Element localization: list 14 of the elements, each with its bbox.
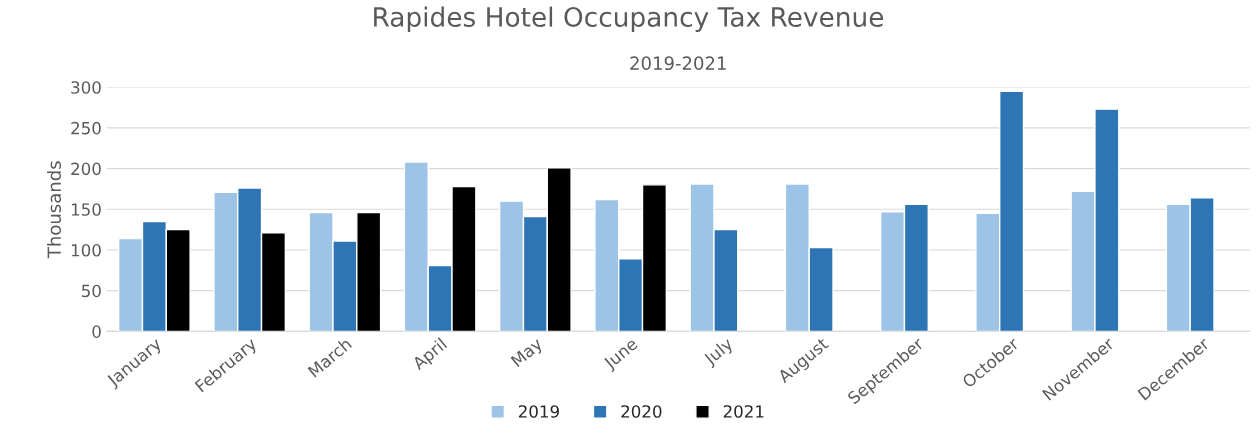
y-tick-label: 250 bbox=[71, 121, 101, 135]
x-tick-label: May bbox=[510, 336, 546, 370]
y-tick-label: 300 bbox=[71, 81, 101, 94]
legend-label: 2019 bbox=[518, 405, 559, 418]
chart-subtitle: 2019-2021 bbox=[630, 56, 726, 71]
y-tick-label: 100 bbox=[71, 243, 101, 257]
y-tick-label: 50 bbox=[81, 284, 101, 298]
y-axis-title: Thousands bbox=[47, 161, 62, 259]
y-tick-label: 0 bbox=[92, 325, 101, 338]
legend-label: 2020 bbox=[621, 405, 662, 418]
y-tick-label: 150 bbox=[71, 203, 101, 216]
chart-title: Rapides Hotel Occupancy Tax Revenue bbox=[374, 6, 884, 33]
legend-label: 2021 bbox=[723, 405, 764, 418]
y-tick-label: 200 bbox=[71, 162, 101, 176]
